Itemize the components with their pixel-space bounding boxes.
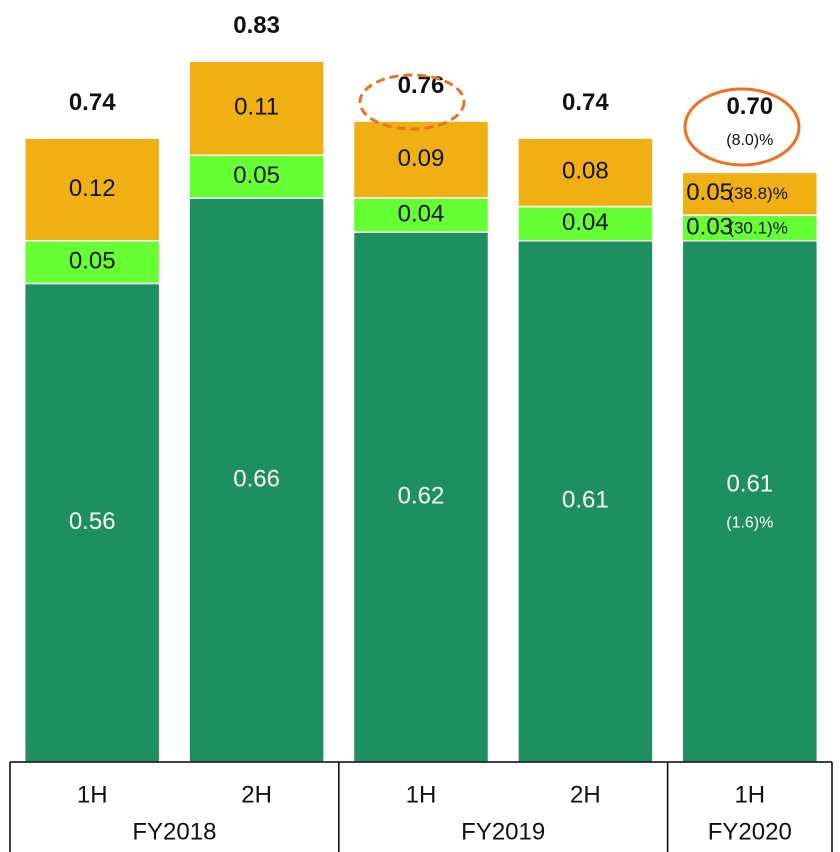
change-label: (38.8)%: [728, 184, 788, 203]
bar-segment: [517, 137, 654, 208]
value-label: 0.05: [69, 247, 116, 274]
value-label: 0.09: [398, 145, 445, 172]
bar-segment: [681, 214, 819, 242]
bar-segment: [188, 60, 325, 157]
value-label: 0.61: [726, 471, 773, 498]
value-label: 0.11: [234, 94, 279, 121]
bar-segment: [23, 239, 161, 285]
bar-segment: [352, 197, 490, 233]
group-label: FY2019: [461, 818, 545, 845]
value-label: 0.04: [562, 209, 609, 236]
total-label: 0.70: [726, 93, 773, 120]
bar-segment: [681, 171, 819, 216]
total-change: (8.0)%: [726, 132, 773, 149]
value-label: 0.04: [398, 200, 445, 227]
value-label: 0.66: [233, 465, 280, 492]
value-label: 0.05: [686, 179, 733, 206]
group-label: FY2020: [708, 818, 792, 845]
category-label: 1H: [77, 781, 108, 808]
change-label: (30.1)%: [728, 218, 788, 237]
total-label: 0.74: [562, 89, 609, 116]
value-label: 0.61: [562, 487, 609, 514]
bar-segment: [23, 137, 161, 242]
bar-segment: [517, 239, 654, 763]
value-label: 0.56: [69, 508, 116, 535]
bar-segment: [352, 120, 490, 199]
change-label: (1.6)%: [726, 515, 773, 532]
bar-segment: [23, 282, 161, 763]
group-label: FY2018: [132, 818, 216, 845]
highlight-solid: [683, 87, 801, 167]
category-label: 2H: [570, 781, 601, 808]
value-label: 0.62: [398, 482, 445, 509]
bar-segment: [517, 205, 654, 242]
bar-segment: [188, 197, 325, 763]
category-label: 2H: [241, 781, 272, 808]
bar-segment: [352, 231, 490, 763]
bar-segment: [188, 154, 325, 199]
category-label: 1H: [734, 781, 765, 808]
total-label: 0.74: [69, 89, 116, 116]
category-label: 1H: [406, 781, 437, 808]
value-label: 0.08: [562, 158, 609, 185]
bar-segment: [681, 239, 819, 763]
value-label: 0.05: [233, 162, 280, 189]
value-label: 0.03: [686, 213, 733, 240]
highlight-dashed: [358, 73, 466, 131]
total-label: 0.83: [233, 12, 280, 39]
value-label: 0.12: [69, 175, 116, 202]
